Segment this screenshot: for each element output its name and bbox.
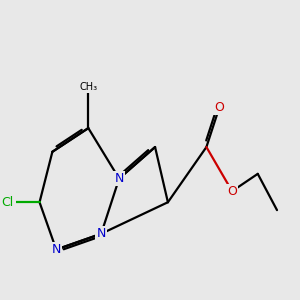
Text: O: O [227,185,237,198]
Text: CH₃: CH₃ [79,82,98,92]
Text: O: O [214,101,224,114]
Text: N: N [52,243,61,256]
Text: N: N [114,172,124,185]
Text: Cl: Cl [1,196,13,209]
Text: N: N [97,227,106,240]
